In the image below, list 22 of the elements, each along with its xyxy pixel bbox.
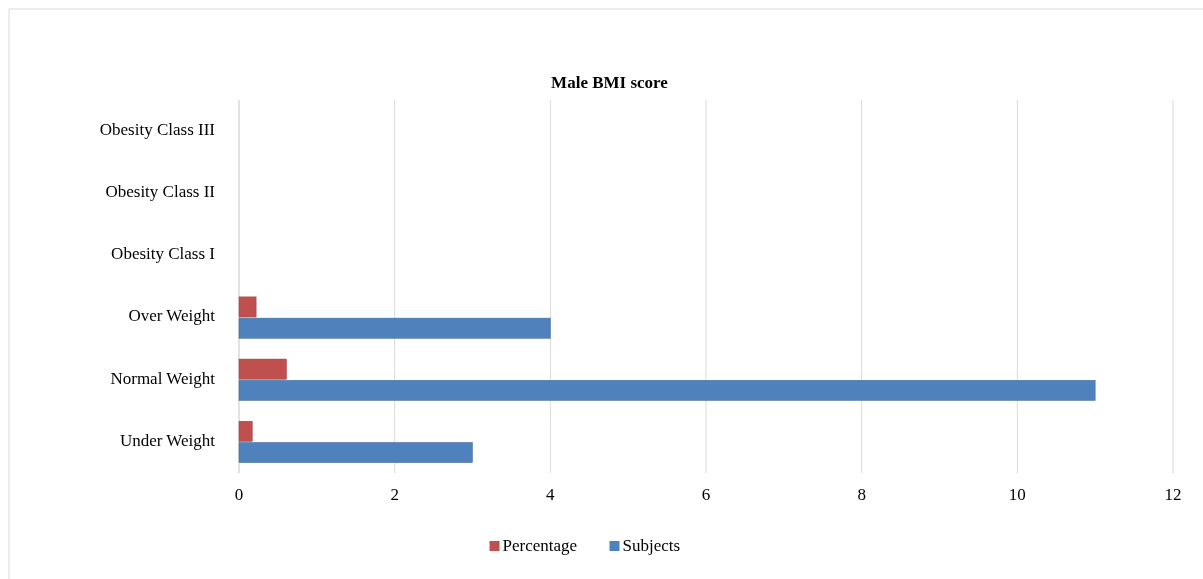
bar (238, 420, 253, 442)
bar (238, 358, 287, 380)
x-tick-label: 12 (1164, 485, 1182, 504)
y-tick-label: Obesity Class I (111, 244, 216, 264)
legend-label: Percentage (502, 535, 578, 555)
x-tick-label: 0 (234, 485, 244, 504)
y-tick-label: Over Weight (128, 306, 216, 326)
chart-title: Male BMI score (551, 73, 669, 92)
bar (238, 380, 1096, 401)
y-tick-label: Under Weight (119, 430, 216, 450)
x-tick-label: 6 (701, 485, 711, 504)
y-tick-label: Normal Weight (110, 368, 216, 388)
bar (238, 442, 473, 463)
x-tick-label: 4 (546, 485, 556, 504)
x-tick-label: 10 (1008, 485, 1026, 504)
bar (238, 296, 257, 318)
y-tick-label: Obesity Class III (99, 119, 216, 139)
y-tick-label: Obesity Class II (105, 182, 216, 202)
legend-label: Subjects (622, 535, 681, 555)
x-tick-label: 2 (390, 485, 399, 504)
bar (238, 317, 551, 339)
x-tick-label: 8 (857, 485, 866, 504)
